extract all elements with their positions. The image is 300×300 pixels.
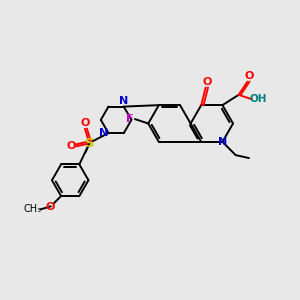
Text: N: N [218, 137, 227, 147]
Text: N: N [99, 128, 108, 138]
Text: CH₃: CH₃ [23, 204, 42, 214]
Text: OH: OH [249, 94, 266, 104]
Text: O: O [45, 202, 55, 212]
Text: O: O [66, 141, 76, 152]
Text: F: F [126, 114, 134, 124]
Text: N: N [119, 96, 128, 106]
Text: O: O [244, 71, 254, 81]
Text: O: O [80, 118, 90, 128]
Text: O: O [202, 77, 212, 87]
Text: S: S [85, 137, 94, 150]
